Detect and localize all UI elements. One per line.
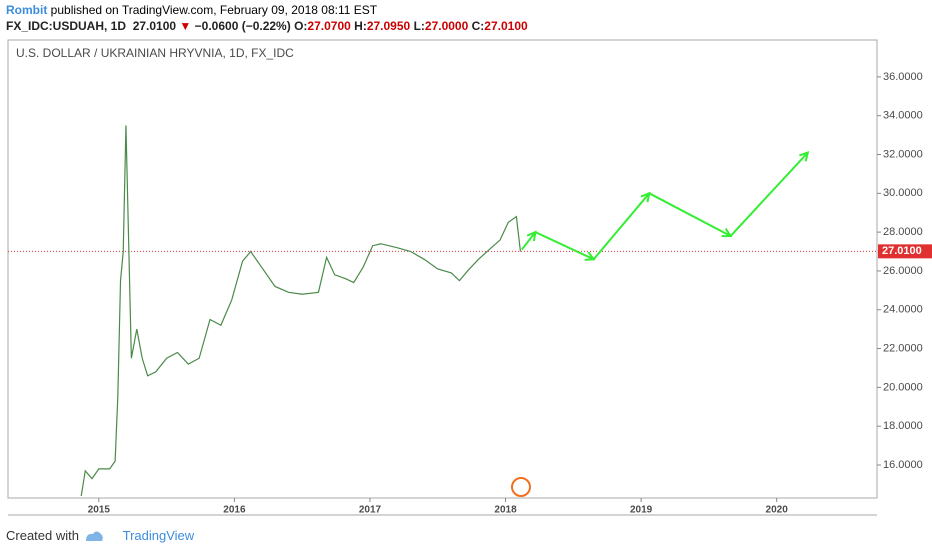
plot-frame	[7, 39, 878, 499]
x-tick-label: 2018	[494, 505, 517, 516]
close: 27.0100	[484, 19, 528, 33]
x-tick-label: 2020	[766, 505, 789, 516]
y-tick-label: 28.0000	[883, 226, 923, 238]
l-label: L:	[413, 19, 425, 33]
y-tick-label: 18.0000	[883, 420, 923, 432]
price: 27.0100	[132, 19, 177, 33]
y-tick-label: 20.0000	[883, 381, 923, 393]
open: 27.0700	[307, 19, 351, 33]
y-tick-label: 16.0000	[883, 459, 923, 471]
created: Created with	[6, 528, 79, 543]
c-label: C:	[471, 19, 485, 33]
y-tick-label: 24.0000	[883, 304, 923, 316]
logo	[86, 531, 103, 541]
y-tick-label: 32.0000	[883, 148, 923, 160]
footer: Created with TradingView	[6, 528, 194, 543]
high: 27.0950	[366, 19, 411, 33]
change: −0.0600 (−0.22%)	[194, 19, 291, 33]
h-label: H:	[354, 19, 367, 33]
y-tick-label: 26.0000	[883, 265, 923, 277]
publish-line: Rombit published on TradingView.com, Feb…	[6, 3, 377, 17]
y-tick-label: 36.0000	[883, 71, 923, 83]
x-tick-label: 2015	[88, 505, 111, 516]
last-price-label: 27.0100	[882, 245, 922, 257]
arrow-head	[526, 230, 537, 242]
last-price-box	[878, 244, 932, 259]
x-tick-label: 2019	[630, 505, 653, 516]
price-line	[521, 151, 809, 261]
arrow: ▼	[179, 19, 192, 33]
y-tick-label: 34.0000	[883, 110, 923, 122]
low: 27.0000	[424, 19, 469, 33]
arrow-head	[799, 151, 810, 162]
symbol: FX_IDC:USDUAH, 1D	[6, 19, 127, 33]
o-label: O:	[294, 19, 308, 33]
x-tick-label: 2016	[223, 505, 246, 516]
chart-title: U.S. DOLLAR / UKRAINIAN HRYVNIA, 1D, FX_…	[16, 46, 294, 60]
event-icon[interactable]	[511, 477, 531, 497]
quote-line: FX_IDC:USDUAH, 1D 27.0100 ▼ −0.0600 (−0.…	[6, 19, 528, 33]
published: published on TradingView.com, February 0…	[50, 3, 378, 17]
price-line	[80, 125, 522, 497]
arrow-head	[584, 251, 596, 261]
y-tick-label: 22.0000	[883, 342, 923, 354]
author[interactable]: Rombit	[6, 3, 48, 17]
y-tick-label: 30.0000	[883, 187, 923, 199]
arrow-head	[640, 191, 651, 203]
brand[interactable]: TradingView	[122, 528, 195, 543]
x-tick-label: 2017	[359, 505, 382, 516]
arrow-head	[721, 227, 733, 238]
